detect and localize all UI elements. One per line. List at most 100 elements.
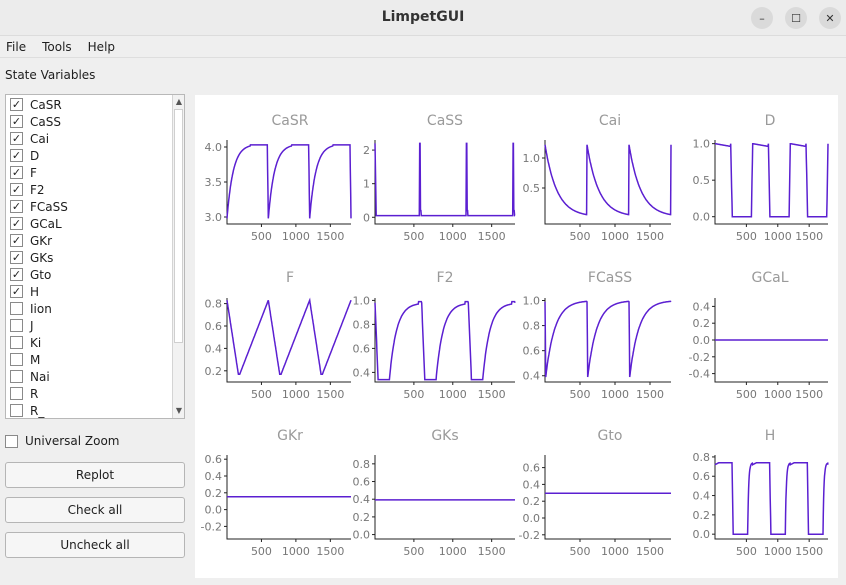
series-line [715, 142, 829, 218]
plot-axes [374, 298, 515, 383]
series-line [226, 144, 352, 219]
universal-zoom-checkbox[interactable] [5, 434, 18, 448]
state-variable-checkbox[interactable]: ✓ [10, 149, 23, 162]
minimize-button[interactable]: – [751, 7, 773, 29]
list-item[interactable]: Ki [6, 334, 174, 351]
replot-button[interactable]: Replot [5, 462, 185, 488]
state-variable-checkbox[interactable]: ✓ [10, 285, 23, 298]
x-tick-label: 500 [736, 545, 757, 558]
state-variable-label: J [30, 318, 34, 333]
scroll-thumb[interactable] [174, 109, 183, 343]
list-item[interactable]: ✓ FCaSS [6, 198, 174, 215]
list-item[interactable]: M [6, 351, 174, 368]
state-variable-label: Cai [30, 131, 50, 146]
menu-help[interactable]: Help [87, 39, 116, 54]
title-bar: LimpetGUI – ☐ ✕ [0, 0, 846, 36]
state-variable-checkbox[interactable] [10, 353, 23, 366]
state-variable-checkbox[interactable]: ✓ [10, 98, 23, 111]
state-variable-checkbox[interactable]: ✓ [10, 200, 23, 213]
y-tick-label: 0.6 [353, 342, 371, 355]
state-variable-label: R_ [30, 403, 45, 418]
uncheck-all-button[interactable]: Uncheck all [5, 532, 185, 558]
state-variable-checkbox[interactable]: ✓ [10, 251, 23, 264]
x-tick-label: 1500 [795, 388, 823, 401]
state-variable-checkbox[interactable] [10, 404, 23, 417]
state-variable-checkbox[interactable]: ✓ [10, 115, 23, 128]
state-variable-checkbox[interactable] [10, 387, 23, 400]
series-line [226, 297, 352, 375]
y-tick-label: 0.4 [523, 370, 541, 383]
maximize-button[interactable]: ☐ [785, 7, 807, 29]
list-item[interactable]: ✓ GKr [6, 232, 174, 249]
state-variable-checkbox[interactable]: ✓ [10, 166, 23, 179]
universal-zoom-option[interactable]: Universal Zoom [5, 434, 120, 448]
list-item[interactable]: ✓ GKs [6, 249, 174, 266]
x-tick-label: 1500 [478, 230, 506, 243]
scroll-up-icon[interactable]: ▲ [175, 97, 183, 106]
y-tick-label: -0.4 [689, 368, 710, 381]
state-variable-label: Ki [30, 335, 42, 350]
state-variable-list[interactable]: ▲ ▼ ✓ CaSR ✓ CaSS ✓ Cai ✓ D ✓ F ✓ F2 ✓ FCaSS ✓ GCaL ✓ GKr… [5, 94, 185, 419]
y-tick-label: 3.5 [205, 176, 223, 189]
x-tick-label: 1000 [601, 545, 629, 558]
state-variable-checkbox[interactable] [10, 370, 23, 383]
x-tick-label: 1000 [282, 230, 310, 243]
x-tick-label: 1500 [636, 388, 664, 401]
list-item[interactable]: ✓ F [6, 164, 174, 181]
plot-area: CaSR 3.0 3.5 4.0 500 1000 1500 CaSS 0 1 2 500 1000 15… [195, 95, 838, 578]
list-item[interactable]: ✓ Cai [6, 130, 174, 147]
menu-tools[interactable]: Tools [42, 39, 72, 54]
plot-axes [374, 455, 515, 540]
state-variable-label: CaSR [30, 97, 62, 112]
y-tick-label: 0.4 [353, 493, 371, 506]
y-tick-label: 1.0 [523, 295, 541, 308]
list-item[interactable]: ✓ GCaL [6, 215, 174, 232]
state-variable-checkbox[interactable] [10, 336, 23, 349]
list-item[interactable]: Iion [6, 300, 174, 317]
list-item[interactable]: ✓ D [6, 147, 174, 164]
list-item[interactable]: ✓ Gto [6, 266, 174, 283]
state-variable-checkbox[interactable] [10, 302, 23, 315]
x-tick-label: 1000 [601, 388, 629, 401]
x-tick-label: 500 [251, 230, 272, 243]
x-tick-label: 500 [403, 388, 424, 401]
list-item[interactable]: ✓ CaSS [6, 113, 174, 130]
state-variable-checkbox[interactable]: ✓ [10, 217, 23, 230]
plot-title: D [765, 113, 776, 129]
y-tick-label: 1.0 [693, 138, 711, 151]
state-variable-label: FCaSS [30, 199, 68, 214]
y-tick-label: 0.0 [693, 334, 711, 347]
list-item[interactable]: ✓ H [6, 283, 174, 300]
list-scrollbar[interactable]: ▲ ▼ [172, 95, 184, 418]
y-tick-label: 0.8 [205, 298, 223, 311]
state-variable-checkbox[interactable]: ✓ [10, 234, 23, 247]
state-variable-checkbox[interactable] [10, 319, 23, 332]
list-item[interactable]: ✓ F2 [6, 181, 174, 198]
y-tick-label: 0.2 [693, 509, 711, 522]
y-tick-label: 0.6 [693, 470, 711, 483]
list-item[interactable]: Nai [6, 368, 174, 385]
plot-axes [226, 455, 351, 540]
x-tick-label: 500 [736, 230, 757, 243]
series-line [374, 142, 516, 217]
universal-zoom-label: Universal Zoom [25, 434, 120, 448]
x-tick-label: 1500 [316, 388, 344, 401]
list-item[interactable]: ✓ CaSR [6, 96, 174, 113]
y-tick-label: 0.4 [693, 300, 711, 313]
plot-axes [374, 140, 515, 225]
x-tick-label: 1500 [478, 388, 506, 401]
menu-file[interactable]: File [6, 39, 27, 54]
state-variable-checkbox[interactable]: ✓ [10, 268, 23, 281]
list-item[interactable]: R_ [6, 402, 174, 418]
scroll-down-icon[interactable]: ▼ [175, 406, 183, 415]
x-tick-label: 500 [570, 388, 591, 401]
state-variable-label: Nai [30, 369, 50, 384]
state-variable-checkbox[interactable]: ✓ [10, 132, 23, 145]
list-item[interactable]: R [6, 385, 174, 402]
state-variable-checkbox[interactable]: ✓ [10, 183, 23, 196]
plot-title: Cai [599, 113, 621, 129]
plot-title: GCaL [751, 270, 788, 286]
close-button[interactable]: ✕ [819, 7, 841, 29]
list-item[interactable]: J [6, 317, 174, 334]
check-all-button[interactable]: Check all [5, 497, 185, 523]
